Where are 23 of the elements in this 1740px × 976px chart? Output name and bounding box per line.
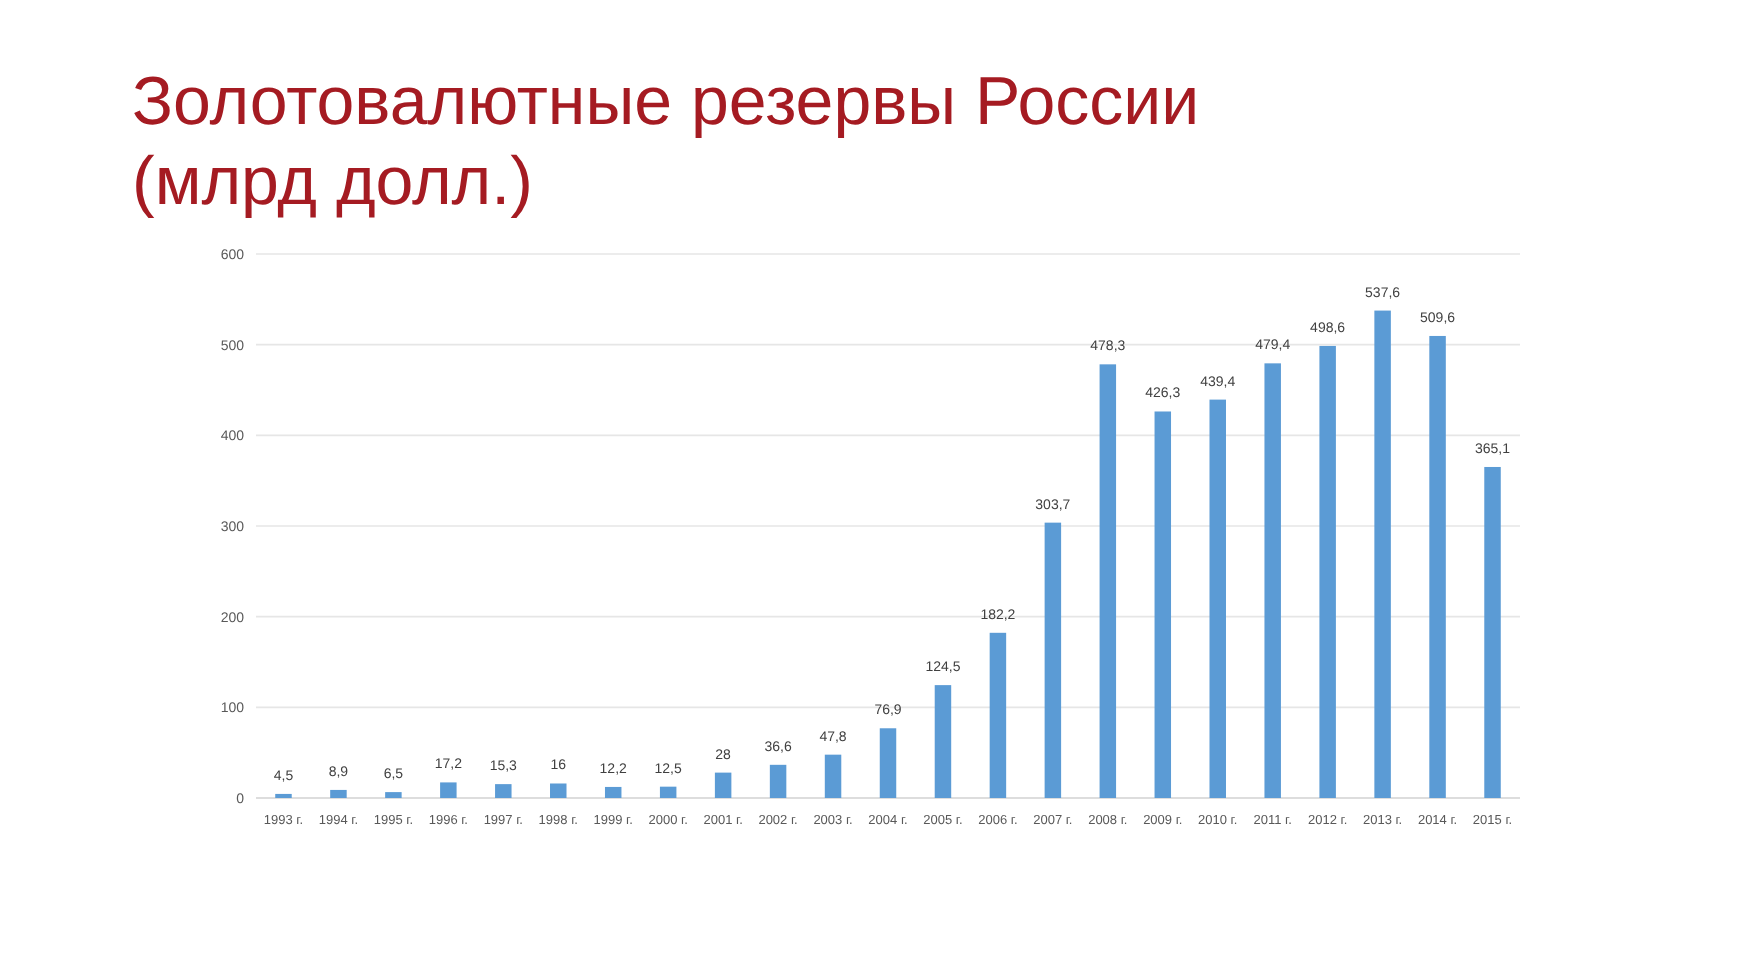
bar bbox=[385, 792, 402, 798]
bar bbox=[989, 632, 1007, 798]
bar bbox=[440, 782, 457, 798]
bar bbox=[1099, 364, 1117, 798]
bar bbox=[659, 786, 677, 798]
bar bbox=[879, 728, 897, 798]
bar bbox=[1044, 522, 1062, 798]
bar bbox=[769, 764, 787, 798]
bar bbox=[1319, 345, 1336, 798]
bar bbox=[1209, 399, 1226, 798]
bar bbox=[824, 754, 842, 798]
bar bbox=[1429, 335, 1446, 798]
bar bbox=[550, 783, 567, 798]
bar bbox=[714, 772, 732, 798]
bar bbox=[1374, 310, 1391, 798]
bar bbox=[934, 685, 952, 798]
bar bbox=[1484, 466, 1501, 798]
bar bbox=[1154, 411, 1172, 798]
chart-title: Золотовалютные резервы России (млрд долл.) bbox=[132, 64, 1200, 220]
bar bbox=[1264, 363, 1281, 798]
bar bbox=[495, 784, 512, 798]
bar bbox=[330, 789, 347, 798]
bar bbox=[604, 786, 622, 798]
